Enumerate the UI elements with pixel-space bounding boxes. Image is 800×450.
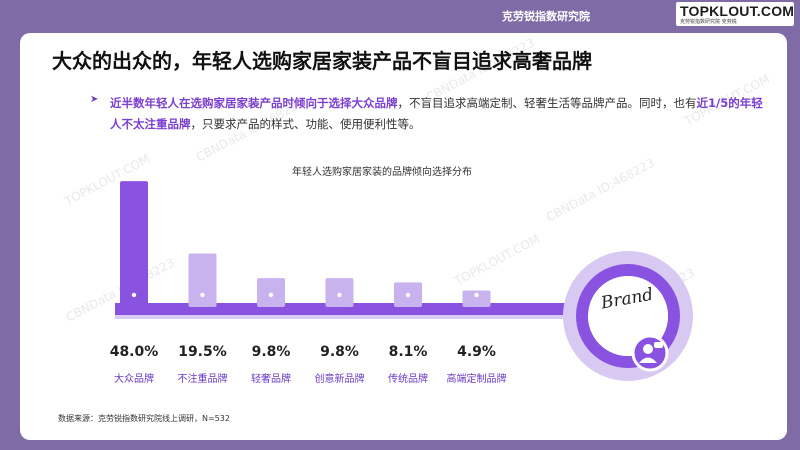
bar-5 xyxy=(462,290,491,307)
logo-subtext: 克劳锐指数研究院 克劳锐 xyxy=(680,19,737,25)
description: 近半数年轻人在选购家居家装产品时倾向于选择大众品牌，不盲目追求高端定制、轻奢生活… xyxy=(110,93,765,135)
description-text: ，不盲目追求高端定制、轻奢生活等品牌产品。同时，也有 xyxy=(397,96,697,110)
bar-dot-2 xyxy=(268,292,274,298)
slide-card: CBNData ID:468223 CBNData ID:468223 CBND… xyxy=(20,33,787,440)
bar-dot-1 xyxy=(200,292,205,298)
bar-1 xyxy=(188,253,217,307)
category-label: 大众品牌 xyxy=(114,374,154,385)
bar-value-label: 4.9% xyxy=(457,344,496,360)
description-highlight: 近1/5的年轻人不太注重品牌 xyxy=(110,96,763,131)
bar-value-label: 19.5% xyxy=(178,344,227,360)
category-label: 传统品牌 xyxy=(388,374,428,385)
bar-dot-3 xyxy=(337,292,342,298)
bar-3 xyxy=(325,278,354,307)
category-label: 不注重品牌 xyxy=(177,374,228,385)
description-text: ，只要求产品的样式、功能、使用便利性等。 xyxy=(190,117,421,131)
bar-value-label: 8.1% xyxy=(388,344,428,360)
bar-dot-0 xyxy=(131,292,137,298)
brand-ring xyxy=(576,264,680,368)
topklout-logo: TOPKLOUT.COM 克劳锐指数研究院 克劳锐 xyxy=(676,2,794,26)
data-source: 数据来源：克劳锐指数研究院线上调研，N=532 xyxy=(58,414,230,423)
bar-dot-4 xyxy=(405,292,411,298)
chart-title: 年轻人选购家居家装的品牌倾向选择分布 xyxy=(292,167,472,178)
baseline-shadow xyxy=(115,315,635,319)
bar-value-label: 48.0% xyxy=(109,344,159,360)
bar-value-label: 9.8% xyxy=(320,344,359,360)
category-label: 创意新品牌 xyxy=(314,374,365,385)
category-label: 轻奢品牌 xyxy=(251,374,291,385)
bar-dot-5 xyxy=(474,292,479,298)
description-highlight: 近半数年轻人在选购家居家装产品时倾向于选择大众品牌 xyxy=(110,96,398,110)
user-body-icon xyxy=(639,357,657,363)
baseline-bar xyxy=(115,303,635,315)
bullet-arrow-icon: ➤ xyxy=(90,94,99,105)
institute-name: 克劳锐指数研究院 xyxy=(502,10,590,23)
brand-ring-outer xyxy=(563,251,693,381)
bar-2 xyxy=(257,278,285,307)
slide-title: 大众的出众的，年轻人选购家居家装产品不盲目追求高奢品牌 xyxy=(52,49,592,73)
logo-text: TOPKLOUT.COM xyxy=(680,3,795,19)
bar-value-label: 9.8% xyxy=(251,344,291,360)
bar-0 xyxy=(120,181,148,307)
category-label: 高端定制品牌 xyxy=(446,374,507,385)
chat-bubble-icon xyxy=(654,342,663,348)
user-head-icon xyxy=(643,344,653,354)
top-bar: 克劳锐指数研究院 TOPKLOUT.COM 克劳锐指数研究院 克劳锐 xyxy=(0,0,800,28)
bar-chart: Brand xyxy=(115,181,693,381)
